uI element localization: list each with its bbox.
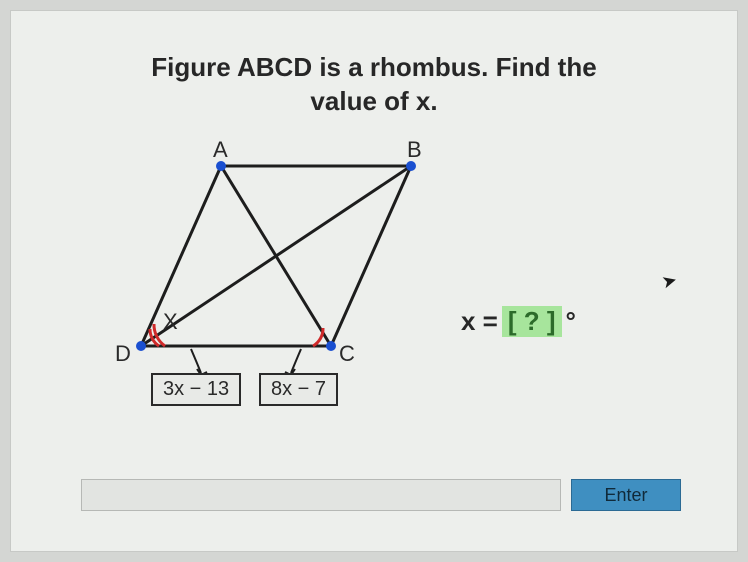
vertex-label-B: B <box>407 137 422 163</box>
vertex-label-C: C <box>339 341 355 367</box>
expression-right: 8x − 7 <box>259 373 338 406</box>
answer-expression: x = [ ? ] ° <box>461 306 576 337</box>
cursor-icon: ➤ <box>659 269 679 293</box>
answer-prefix: x = <box>461 306 498 337</box>
vertex-label-D: D <box>115 341 131 367</box>
angle-label-x: X <box>163 309 178 335</box>
worksheet-page: Figure ABCD is a rhombus. Find the value… <box>10 10 738 552</box>
expression-left: 3x − 13 <box>151 373 241 406</box>
title-line-1: Figure ABCD is a rhombus. Find the <box>151 52 596 82</box>
enter-button[interactable]: Enter <box>571 479 681 511</box>
rhombus-diagram: A B C D X 3x − 13 8x − 7 <box>101 151 431 421</box>
answer-input[interactable] <box>81 479 561 511</box>
problem-title: Figure ABCD is a rhombus. Find the value… <box>11 51 737 119</box>
answer-suffix: ° <box>566 306 576 337</box>
answer-slot: [ ? ] <box>502 306 562 337</box>
title-line-2: value of x. <box>310 86 437 116</box>
vertex-label-A: A <box>213 137 228 163</box>
answer-row: Enter <box>81 479 681 511</box>
